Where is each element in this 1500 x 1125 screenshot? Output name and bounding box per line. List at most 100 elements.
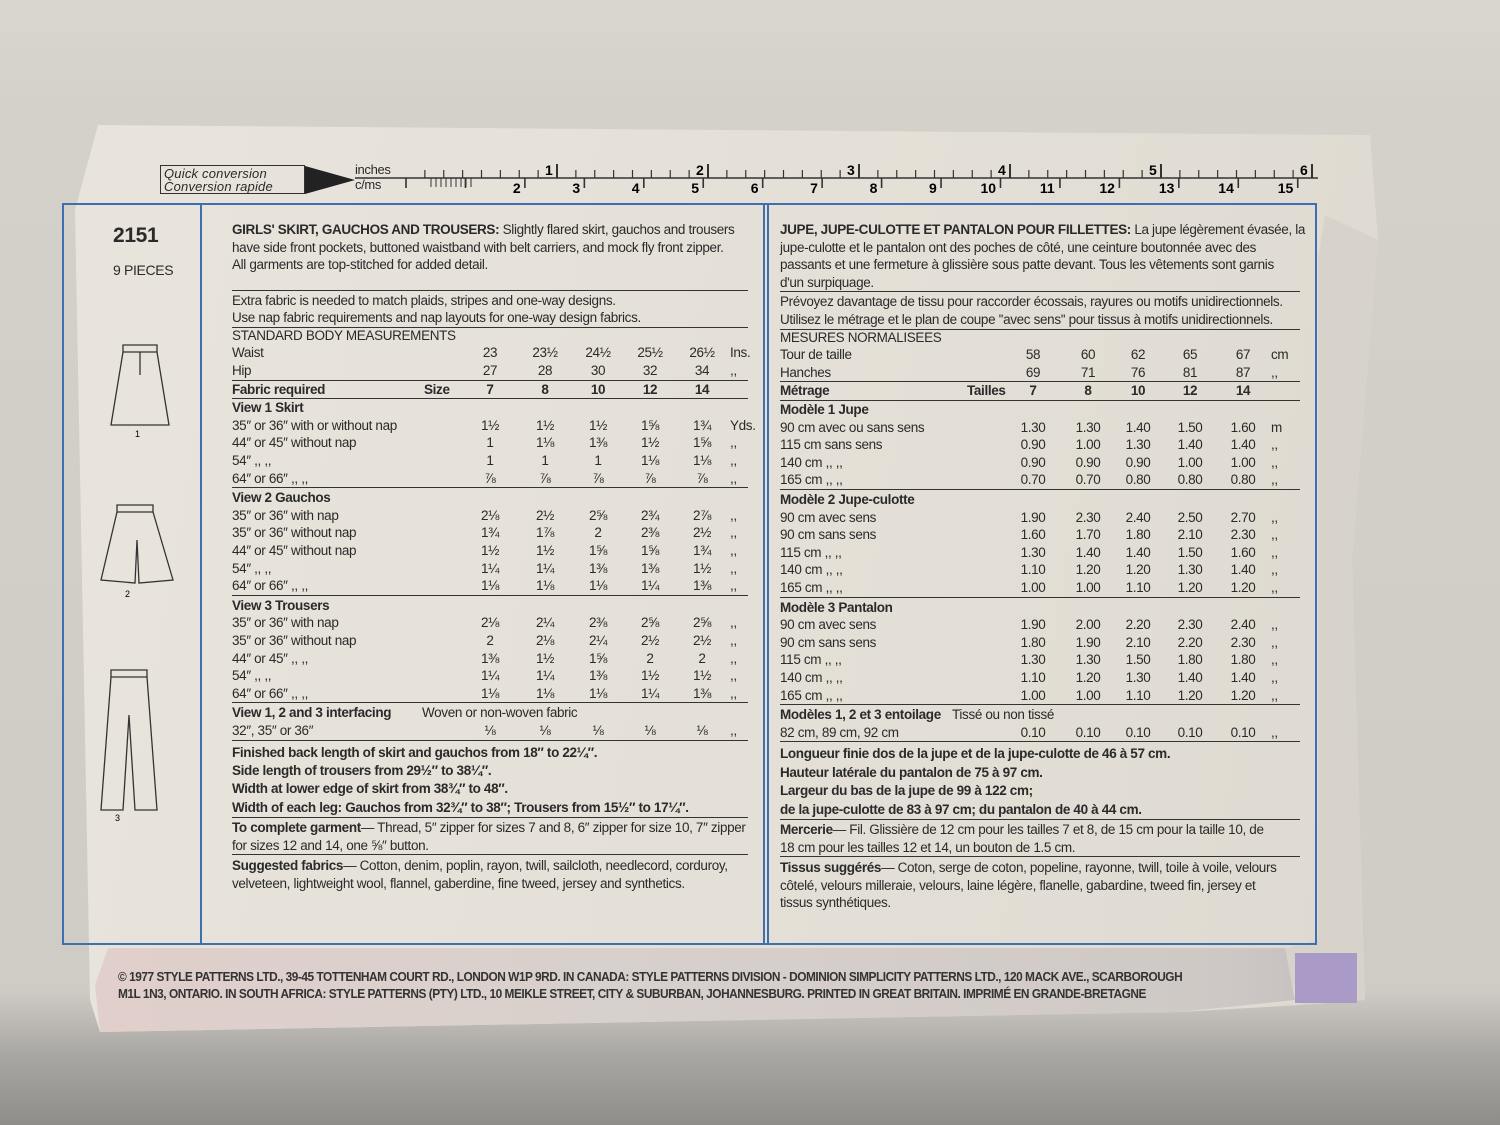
- value-cell: 71: [1080, 364, 1096, 380]
- finished-measurement: Width of each leg: Gauchos from 32¾″ to …: [232, 799, 689, 815]
- value-cell: 2.10: [1125, 634, 1151, 650]
- value-cell: 2.40: [1125, 509, 1151, 525]
- fabrics-text: tissus synthétiques.: [780, 895, 891, 911]
- value-cell: 2¼: [588, 633, 608, 649]
- value-cell: 1¾: [692, 417, 712, 433]
- value-cell: 34: [694, 363, 710, 379]
- value-cell: 1½: [588, 417, 608, 433]
- value-cell: 1⅛: [640, 453, 660, 469]
- section-rule: [232, 398, 748, 400]
- gauchos-drawing: [100, 504, 174, 584]
- fabric-row-label: 90 cm sans sens: [780, 527, 877, 543]
- fabrics-text: côtelé, velours milleraie, velours, lain…: [780, 877, 1256, 893]
- value-cell: 2: [486, 633, 494, 649]
- value-cell: 2⅛: [480, 507, 500, 523]
- measurement-label: Hip: [232, 363, 252, 379]
- section-rule: [232, 739, 748, 741]
- value-cell: 0.10: [1230, 724, 1256, 740]
- value-cell: 2.30: [1230, 634, 1256, 650]
- value-cell: 1.90: [1075, 634, 1101, 650]
- section-rule: [232, 487, 748, 489]
- value-cell: 2⅝: [692, 615, 712, 631]
- fabric-row-label: 165 cm ,, ,,: [780, 687, 843, 703]
- measurement-label: Tour de taille: [780, 347, 852, 363]
- fabric-row-label: 82 cm, 89 cm, 92 cm: [780, 724, 899, 740]
- unit-cell: ,,: [1271, 562, 1278, 578]
- cm-number: 4: [632, 180, 640, 196]
- notions-label: To complete garment: [232, 820, 361, 836]
- unit-cell: m: [1271, 419, 1282, 435]
- section-rule: [780, 400, 1300, 401]
- inch-number: 6: [1300, 162, 1308, 178]
- value-cell: 1.40: [1125, 544, 1151, 560]
- value-cell: 1⅝: [588, 650, 608, 666]
- value-cell: 2½: [692, 633, 712, 649]
- size-header: 10: [1130, 383, 1146, 399]
- value-cell: 2: [698, 650, 706, 666]
- value-cell: 0.10: [1125, 724, 1151, 740]
- inches-label: inches: [355, 162, 391, 177]
- fabric-required-label: Fabric required: [232, 381, 326, 397]
- value-cell: 2⅜: [640, 525, 660, 541]
- fabric-row-label: 44″ or 45″ ,, ,,: [232, 650, 308, 666]
- value-cell: 1.40: [1230, 562, 1256, 578]
- value-cell: 1.60: [1020, 527, 1046, 543]
- value-cell: 32: [642, 363, 658, 379]
- fabric-row-label: 90 cm sans sens: [780, 634, 877, 650]
- value-cell: 2⅝: [588, 507, 608, 523]
- value-cell: 23½: [532, 345, 558, 361]
- notions-text: — Fil. Glissière de 12 cm pour les taill…: [832, 822, 1264, 837]
- fabric-row-label: 165 cm ,, ,,: [780, 580, 843, 595]
- notions-line: To complete garment— Thread, 5″ zipper f…: [232, 819, 746, 837]
- value-cell: 1.20: [1125, 562, 1151, 578]
- fabric-row-label: 90 cm avec sens: [780, 509, 877, 525]
- value-cell: 1.90: [1020, 617, 1046, 633]
- cm-number: 13: [1159, 180, 1175, 196]
- section-title: View 1, 2 and 3 interfacing: [232, 705, 392, 721]
- value-cell: 1.00: [1020, 687, 1046, 703]
- value-cell: 0.90: [1075, 454, 1101, 470]
- finished-measurement: de la jupe-culotte de 83 à 97 cm; du pan…: [780, 801, 1142, 817]
- value-cell: 2.20: [1177, 634, 1203, 650]
- value-cell: 1½: [535, 417, 555, 433]
- section-rule: [780, 328, 1300, 330]
- side-divider: [200, 205, 202, 945]
- section-rule: [780, 291, 1300, 293]
- inch-number: 1: [545, 162, 553, 178]
- section-rule: [232, 289, 748, 291]
- note-line: Extra fabric is needed to match plaids, …: [232, 292, 616, 308]
- value-cell: 24½: [585, 345, 611, 361]
- fabric-row-label: 44″ or 45″ without nap: [232, 435, 357, 451]
- value-cell: 1¼: [535, 668, 555, 684]
- measurements-heading: STANDARD BODY MEASUREMENTS: [232, 327, 456, 343]
- description-line: passants et une fermeture à glissière so…: [780, 257, 1274, 273]
- value-cell: 1.20: [1177, 687, 1203, 703]
- value-cell: 69: [1025, 364, 1041, 380]
- fabrics-text: — Coton, serge de coton, popeline, rayon…: [881, 860, 1277, 876]
- value-cell: ⅛: [696, 723, 708, 739]
- section-rule: [780, 489, 1300, 490]
- value-cell: 1⅝: [692, 435, 712, 451]
- value-cell: 1¼: [640, 685, 660, 701]
- unit-cell: ,,: [730, 543, 737, 559]
- unit-cell: ,,: [1271, 634, 1278, 650]
- unit-cell: ,,: [730, 470, 737, 486]
- price-sticker: [1295, 953, 1357, 1003]
- value-cell: 2.50: [1177, 509, 1203, 525]
- section-title: Modèles 1, 2 et 3 entoilage: [780, 707, 941, 723]
- garment-title: GIRLS' SKIRT, GAUCHOS AND TROUSERS:: [232, 222, 500, 237]
- fabrics-label: Suggested fabrics: [232, 858, 344, 874]
- unit-cell: cm: [1271, 347, 1289, 363]
- fabric-row-label: 64″ or 66″ ,, ,,: [232, 578, 308, 594]
- fabric-row-label: 54″ ,, ,,: [232, 453, 272, 469]
- value-cell: 1.00: [1177, 454, 1203, 470]
- section-title: Modèle 1 Jupe: [780, 402, 869, 417]
- info-panel: [62, 203, 1317, 945]
- value-cell: 1.30: [1125, 437, 1151, 453]
- pieces-count: 9 PIECES: [113, 262, 174, 278]
- description-line: d'un surpiquage.: [780, 274, 874, 290]
- value-cell: 26½: [689, 345, 715, 361]
- value-cell: 1.70: [1075, 527, 1101, 543]
- value-cell: 1.80: [1177, 652, 1203, 668]
- value-cell: 1.30: [1075, 652, 1101, 668]
